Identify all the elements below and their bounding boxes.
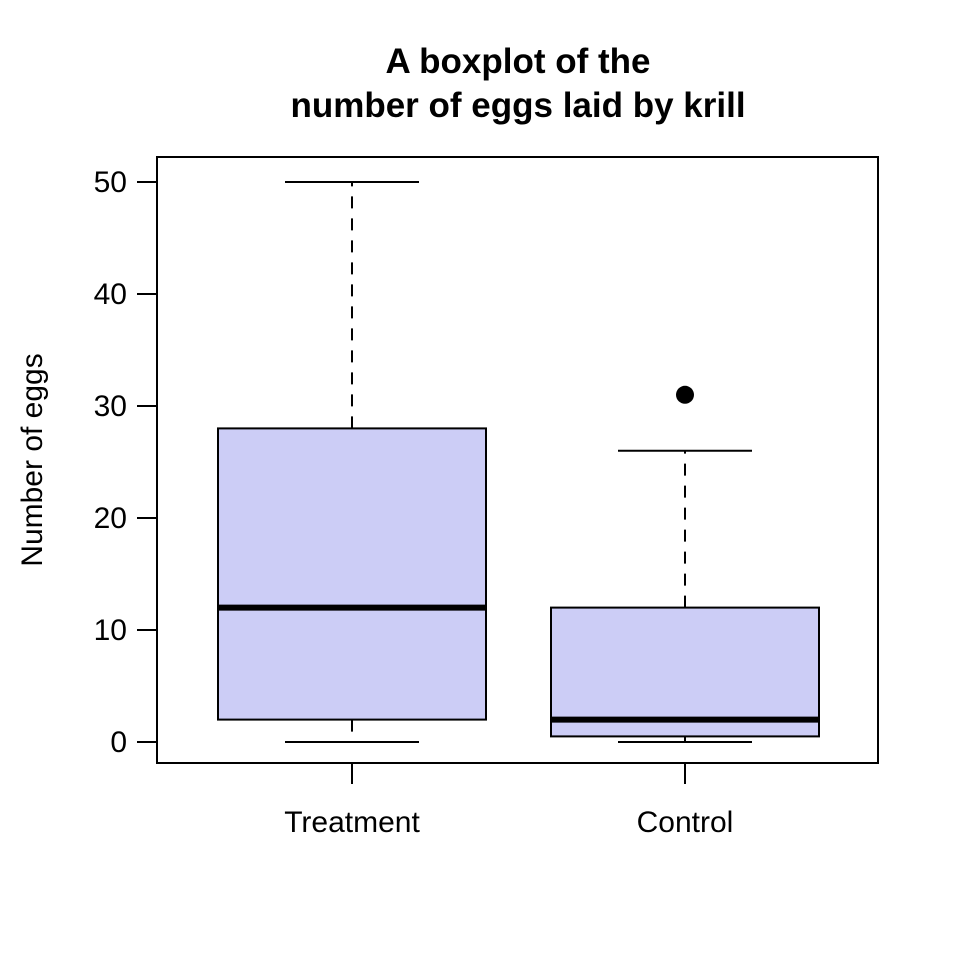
iqr-box <box>217 427 487 721</box>
y-tick-label: 20 <box>94 502 127 535</box>
chart-title-line1: A boxplot of the <box>385 42 650 81</box>
x-axis: Treatment Control <box>284 763 733 839</box>
y-tick-label: 30 <box>94 390 127 423</box>
boxplot-series <box>217 181 820 743</box>
iqr-box <box>550 606 820 738</box>
y-axis-label: Number of eggs <box>16 353 49 566</box>
y-tick-label: 40 <box>94 278 127 311</box>
y-tick-label: 10 <box>94 614 127 647</box>
y-axis: 0 10 20 30 40 50 <box>94 166 157 759</box>
y-tick-label: 0 <box>110 726 127 759</box>
boxplot-control <box>550 385 820 743</box>
boxplot-treatment <box>217 181 487 743</box>
x-category-label: Control <box>637 806 734 839</box>
outlier-point <box>676 385 694 404</box>
chart-title-line2: number of eggs laid by krill <box>290 86 745 125</box>
x-category-label: Treatment <box>284 806 420 839</box>
y-tick-label: 50 <box>94 166 127 199</box>
plot-area-border <box>156 156 879 764</box>
